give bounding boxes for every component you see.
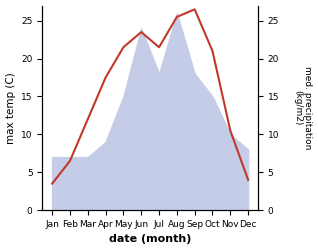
Y-axis label: med. precipitation
(kg/m2): med. precipitation (kg/m2) (293, 66, 313, 150)
Y-axis label: max temp (C): max temp (C) (5, 72, 16, 144)
X-axis label: date (month): date (month) (109, 234, 191, 244)
